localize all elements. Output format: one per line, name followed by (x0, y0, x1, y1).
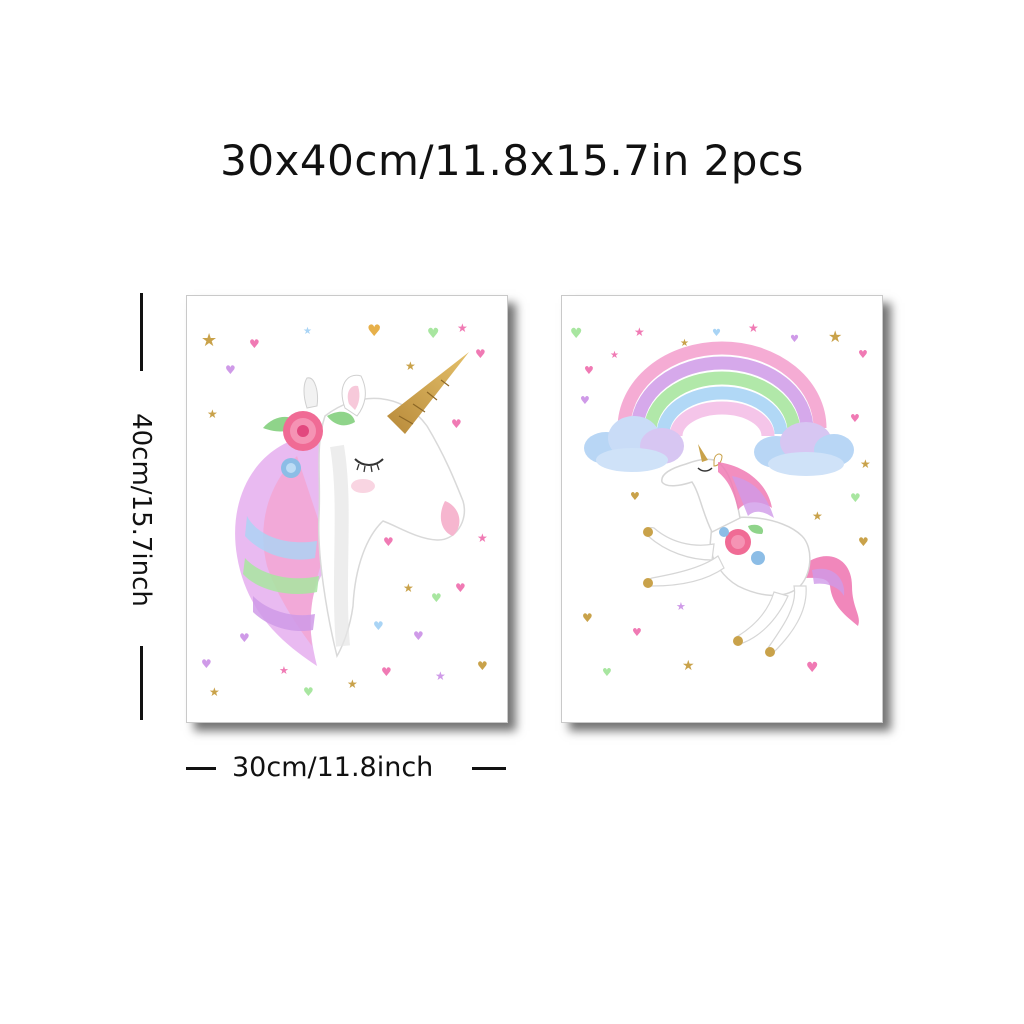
svg-text:♥: ♥ (303, 685, 314, 699)
svg-text:★: ★ (676, 600, 686, 613)
svg-text:♥: ♥ (632, 626, 642, 639)
svg-text:♥: ♥ (582, 611, 593, 625)
svg-text:★: ★ (477, 531, 488, 545)
svg-text:★: ★ (207, 407, 218, 421)
svg-text:♥: ♥ (373, 619, 384, 633)
svg-text:★: ★ (347, 677, 358, 691)
svg-text:♥: ♥ (858, 535, 869, 549)
svg-text:★: ★ (435, 669, 446, 683)
svg-text:♥: ♥ (201, 657, 212, 671)
svg-text:♥: ♥ (584, 364, 594, 377)
svg-text:♥: ♥ (451, 417, 462, 431)
svg-text:♥: ♥ (367, 321, 381, 340)
svg-text:★: ★ (303, 326, 312, 337)
unicorn-head (304, 352, 469, 656)
svg-text:♥: ♥ (580, 394, 590, 407)
svg-text:★: ★ (748, 321, 759, 335)
width-dimension-line-left (186, 767, 216, 770)
hoof-icon (733, 636, 743, 646)
svg-text:♥: ♥ (431, 591, 442, 605)
svg-text:★: ★ (209, 685, 220, 699)
svg-text:♥: ♥ (712, 328, 721, 339)
svg-text:♥: ♥ (413, 629, 424, 643)
width-dimension-line-right (472, 767, 506, 770)
svg-text:♥: ♥ (475, 347, 486, 361)
leaping-unicorn-illustration: ♥ ★ ★ ♥ ★ ♥ ★ ♥ ★ ♥ ♥ ♥ ★ ♥ ♥ ★ ♥ ♥ ★ ♥ … (562, 296, 882, 722)
hoof-icon (765, 647, 775, 657)
svg-text:★: ★ (828, 327, 842, 346)
svg-text:★: ★ (405, 359, 416, 373)
svg-text:★: ★ (403, 581, 414, 595)
hoof-icon (643, 578, 653, 588)
svg-text:♥: ♥ (239, 631, 250, 645)
svg-text:★: ★ (634, 325, 645, 339)
svg-text:♥: ♥ (850, 491, 861, 505)
svg-text:♥: ♥ (790, 334, 799, 345)
svg-text:★: ★ (279, 664, 289, 677)
svg-text:♥: ♥ (383, 535, 394, 549)
svg-text:♥: ♥ (225, 363, 236, 377)
unicorn-head-illustration: ★ ♥ ♥ ★ ♥ ★ ♥ ★ ♥ ★ ♥ ♥ ♥ ★ ★ ♥ ♥ ♥ ♥ ♥ … (187, 296, 507, 722)
width-dimension-label: 30cm/11.8inch (232, 752, 433, 783)
hoof-icon (643, 527, 653, 537)
svg-text:♥: ♥ (806, 660, 819, 676)
svg-text:♥: ♥ (427, 326, 440, 342)
svg-text:★: ★ (610, 350, 619, 361)
svg-text:★: ★ (201, 330, 217, 351)
height-dimension-line-top (140, 293, 143, 371)
svg-text:♥: ♥ (570, 326, 583, 342)
svg-text:♥: ♥ (602, 666, 612, 679)
svg-text:♥: ♥ (381, 665, 392, 679)
height-dimension-line-bottom (140, 646, 143, 720)
svg-text:★: ★ (860, 457, 871, 471)
svg-text:♥: ♥ (477, 659, 488, 673)
rainbow-arc (624, 348, 820, 436)
svg-text:♥: ♥ (850, 412, 860, 425)
poster-unicorn-rainbow: ♥ ★ ★ ♥ ★ ♥ ★ ♥ ★ ♥ ♥ ♥ ★ ♥ ♥ ★ ♥ ♥ ★ ♥ … (561, 295, 883, 723)
product-title: 30x40cm/11.8x15.7in 2pcs (0, 136, 1024, 185)
height-dimension-label: 40cm/15.7inch (126, 413, 156, 607)
poster-unicorn-head: ★ ♥ ♥ ★ ♥ ★ ♥ ★ ♥ ★ ♥ ♥ ♥ ★ ★ ♥ ♥ ♥ ♥ ♥ … (186, 295, 508, 723)
svg-text:★: ★ (457, 321, 468, 335)
svg-text:♥: ♥ (858, 348, 868, 361)
svg-text:♥: ♥ (630, 490, 640, 503)
leaping-unicorn (643, 444, 859, 657)
svg-text:♥: ♥ (249, 337, 260, 351)
svg-text:♥: ♥ (455, 581, 466, 595)
svg-text:★: ★ (812, 509, 823, 523)
svg-text:★: ★ (682, 658, 695, 674)
